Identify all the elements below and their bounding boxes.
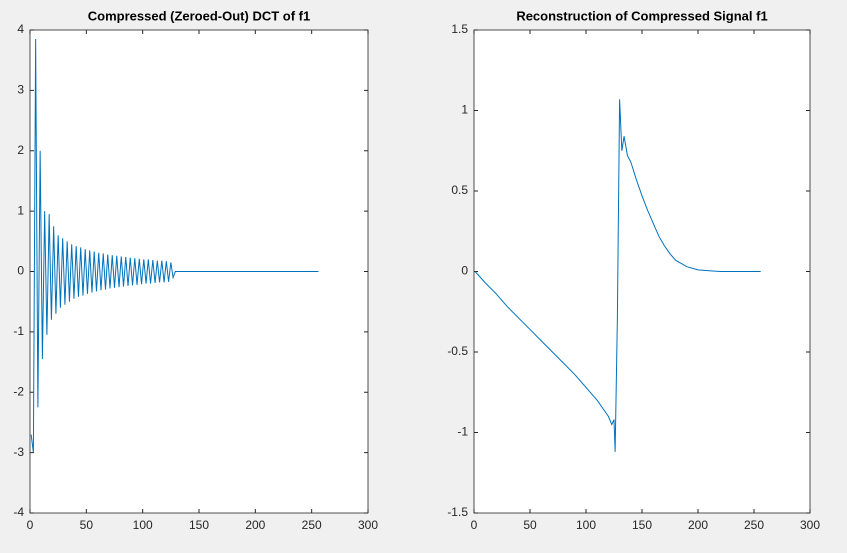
axes-box [29,29,369,514]
y-tick-label: -1.5 [447,505,468,519]
y-tick-label: -0.5 [447,344,468,358]
y-tick-label: 0.5 [451,183,468,197]
y-tick-label: 1 [461,103,468,117]
y-tick-label: -1 [457,425,468,439]
y-tick-label: 3 [17,83,24,97]
data-line [30,39,319,453]
x-tick-label: 300 [358,518,378,532]
x-tick-label: 0 [471,518,478,532]
y-tick-label: 1 [17,203,24,217]
data-line [474,99,761,452]
y-tick-label: -1 [13,324,24,338]
chart-title: Reconstruction of Compressed Signal f1 [516,8,767,23]
x-tick-label: 100 [576,518,596,532]
x-tick-label: 250 [744,518,764,532]
y-tick-label: 1.5 [451,22,468,36]
y-tick-label: -2 [13,384,24,398]
x-tick-label: 300 [800,518,820,532]
x-tick-label: 50 [80,518,94,532]
y-tick-label: 0 [461,264,468,278]
axes-box [473,29,811,514]
x-tick-label: 50 [523,518,537,532]
y-tick-label: 2 [17,143,24,157]
x-tick-label: 150 [632,518,652,532]
x-tick-label: 150 [189,518,209,532]
x-tick-label: 200 [688,518,708,532]
x-tick-label: 100 [133,518,153,532]
y-tick-label: 4 [17,22,24,36]
x-tick-label: 250 [302,518,322,532]
y-tick-label: -4 [13,505,24,519]
chart-title: Compressed (Zeroed-Out) DCT of f1 [88,8,310,23]
x-tick-label: 200 [245,518,265,532]
x-tick-label: 0 [27,518,34,532]
y-tick-label: -3 [13,445,24,459]
y-tick-label: 0 [17,264,24,278]
